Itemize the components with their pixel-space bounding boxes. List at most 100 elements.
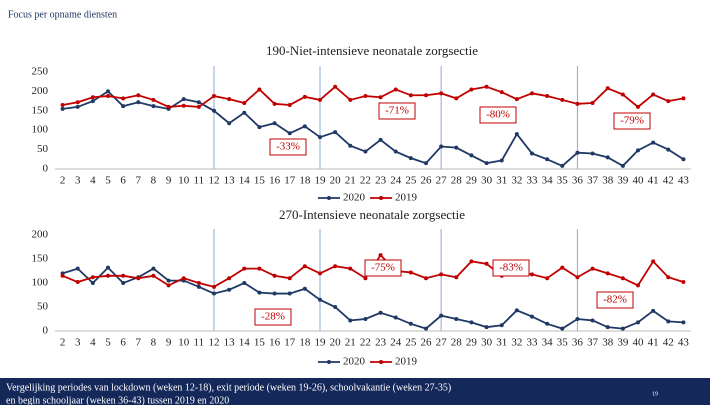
point xyxy=(575,317,580,321)
point xyxy=(196,100,201,105)
annotation-box xyxy=(364,259,402,277)
x-tick-label: 27 xyxy=(436,337,448,349)
point xyxy=(575,275,580,280)
legend-marker xyxy=(379,196,383,200)
x-tick-label: 22 xyxy=(360,175,371,187)
x-tick-label: 34 xyxy=(542,175,554,187)
y-tick-label: 150 xyxy=(32,104,49,116)
point xyxy=(681,280,686,285)
point xyxy=(408,270,413,275)
point xyxy=(90,95,95,100)
point xyxy=(393,149,398,154)
x-tick-label: 7 xyxy=(136,337,142,349)
point xyxy=(484,84,489,89)
x-tick-label: 34 xyxy=(542,337,554,349)
point xyxy=(408,156,413,161)
point xyxy=(242,281,247,285)
point xyxy=(348,143,353,148)
point xyxy=(227,97,232,102)
annotation: -71% xyxy=(385,105,409,117)
chart-title: 190-Niet-intensieve neonatale zorgsectie xyxy=(266,43,478,58)
point xyxy=(272,101,277,106)
point xyxy=(272,291,277,296)
point xyxy=(181,276,186,281)
point xyxy=(514,97,519,102)
x-tick-label: 17 xyxy=(284,337,296,349)
point xyxy=(651,140,656,145)
x-tick-label: 11 xyxy=(194,337,205,349)
point xyxy=(60,273,65,278)
point xyxy=(166,278,171,283)
point xyxy=(257,87,262,92)
x-tick-label: 10 xyxy=(178,175,190,187)
point xyxy=(620,326,625,331)
point xyxy=(424,276,428,281)
point xyxy=(287,102,292,107)
footer-bar xyxy=(0,378,710,405)
x-tick-label: 33 xyxy=(527,337,539,349)
footer-line: en begin schooljaar (weken 36-43) tussen… xyxy=(6,395,229,405)
point xyxy=(378,137,383,142)
point xyxy=(545,276,550,281)
point xyxy=(106,94,110,99)
legend-label: 2020 xyxy=(343,192,366,204)
x-tick-label: 14 xyxy=(239,337,251,349)
point xyxy=(318,135,322,140)
y-tick-label: 0 xyxy=(43,163,49,175)
x-tick-label: 36 xyxy=(572,175,584,187)
point xyxy=(106,273,110,278)
point xyxy=(257,290,262,295)
point xyxy=(90,99,95,104)
point xyxy=(348,97,353,102)
point xyxy=(272,273,277,278)
point xyxy=(90,275,95,280)
annotation-box xyxy=(492,259,530,277)
point xyxy=(242,266,247,271)
x-tick-label: 3 xyxy=(75,337,81,349)
point xyxy=(408,321,413,326)
x-tick-label: 16 xyxy=(269,337,281,349)
annotation: -28% xyxy=(261,311,285,323)
point xyxy=(242,110,247,115)
point xyxy=(424,161,428,166)
point xyxy=(560,163,565,168)
point xyxy=(60,102,65,107)
point xyxy=(484,325,489,330)
point xyxy=(590,266,595,271)
point xyxy=(212,291,216,296)
point xyxy=(196,104,201,109)
point xyxy=(318,271,322,276)
x-tick-label: 2 xyxy=(60,175,66,187)
x-tick-label: 21 xyxy=(345,175,356,187)
x-tick-label: 31 xyxy=(496,175,507,187)
x-tick-label: 26 xyxy=(421,337,433,349)
point xyxy=(363,149,368,154)
point xyxy=(151,104,156,109)
x-tick-label: 25 xyxy=(405,337,417,349)
x-tick-label: 5 xyxy=(105,337,111,349)
x-tick-label: 22 xyxy=(360,337,371,349)
x-tick-label: 28 xyxy=(451,175,463,187)
point xyxy=(121,96,126,101)
x-tick-label: 40 xyxy=(633,175,645,187)
x-tick-label: 6 xyxy=(120,337,126,349)
point xyxy=(151,266,156,271)
y-tick-label: 200 xyxy=(32,85,49,97)
x-tick-label: 38 xyxy=(602,337,614,349)
annotation-box xyxy=(378,102,416,120)
point xyxy=(469,259,474,264)
x-tick-label: 4 xyxy=(90,175,96,187)
point xyxy=(227,287,232,292)
point xyxy=(590,101,595,106)
x-tick-label: 23 xyxy=(375,337,387,349)
x-tick-label: 29 xyxy=(466,175,478,187)
point xyxy=(196,281,201,285)
chart-title: 270-Intensieve neonatale zorgsectie xyxy=(279,207,465,222)
point xyxy=(378,95,383,100)
point xyxy=(545,94,550,99)
point xyxy=(75,280,80,285)
x-tick-label: 2 xyxy=(60,337,66,349)
annotation-box xyxy=(613,112,651,130)
page-number: 19 xyxy=(652,391,658,397)
point xyxy=(302,124,307,129)
